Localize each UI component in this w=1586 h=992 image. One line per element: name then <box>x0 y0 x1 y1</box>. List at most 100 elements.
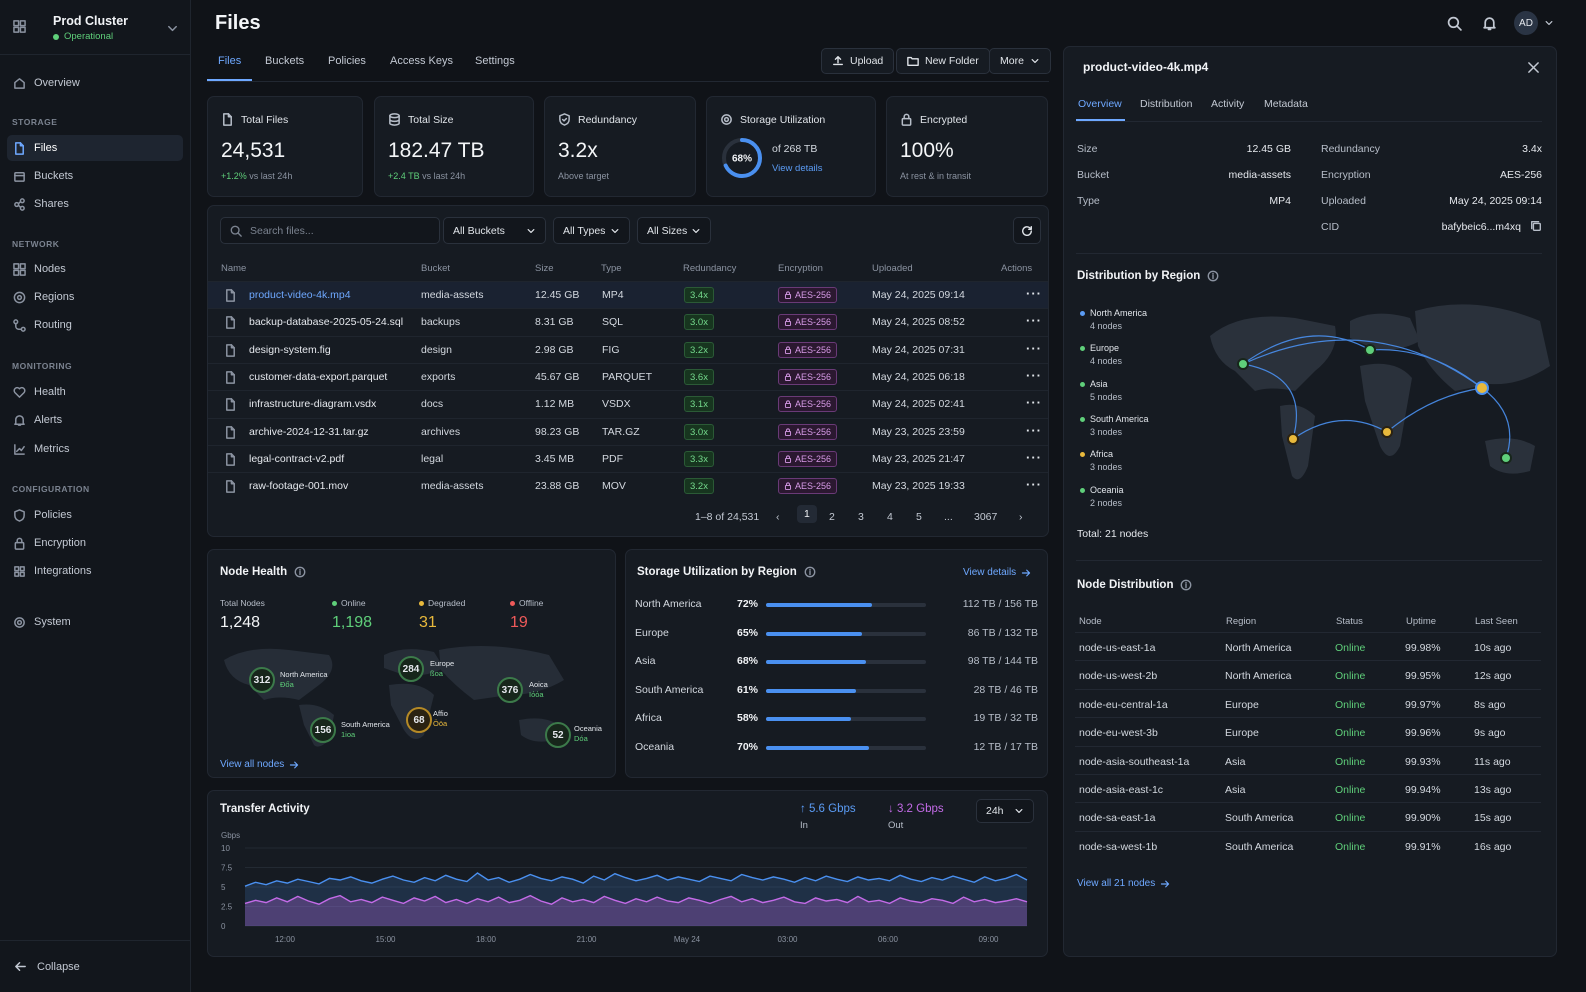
table-row[interactable]: node-eu-central-1a Europe Online 99.97% 8s a… <box>1075 688 1541 717</box>
file-name[interactable]: infrastructure-diagram.vsdx <box>249 398 377 411</box>
sidebar-item-encryption[interactable]: Encryption <box>7 530 183 556</box>
tab-buckets[interactable]: Buckets <box>265 55 305 67</box>
map-node-europe[interactable] <box>1364 344 1376 356</box>
region-node-count[interactable]: 284 <box>398 656 424 682</box>
table-row[interactable]: product-video-4k.mp4 media-assets 12.45 GB… <box>208 281 1048 308</box>
info-icon[interactable] <box>1207 270 1219 282</box>
row-actions-button[interactable]: ··· <box>1026 367 1042 383</box>
page-last[interactable]: 3067 <box>974 511 998 523</box>
notifications-button[interactable] <box>1482 11 1497 35</box>
row-actions-button[interactable]: ··· <box>1026 340 1042 356</box>
sidebar-item-regions[interactable]: Regions <box>7 284 183 310</box>
region-node-count[interactable]: 52 <box>545 722 571 748</box>
col-size[interactable]: Size <box>535 263 554 274</box>
col-type[interactable]: Type <box>601 263 622 274</box>
table-row[interactable]: design-system.fig design 2.98 GB FIG 3.2x AES… <box>208 335 1048 363</box>
map-node-oceania[interactable] <box>1500 452 1512 464</box>
prev-page-button[interactable]: ‹ <box>776 511 780 523</box>
sidebar-item-policies[interactable]: Policies <box>7 502 183 528</box>
sidebar-item-system[interactable]: System <box>7 609 183 635</box>
col-name[interactable]: Name <box>221 263 247 274</box>
new-folder-button[interactable]: New Folder <box>896 48 990 74</box>
info-icon[interactable] <box>804 566 816 578</box>
file-name[interactable]: design-system.fig <box>249 343 331 356</box>
row-actions-button[interactable]: ··· <box>1026 422 1042 438</box>
apps-grid-icon[interactable] <box>13 20 26 33</box>
chevron-down-icon[interactable] <box>166 22 179 35</box>
copy-icon[interactable] <box>1530 220 1542 232</box>
detail-tab-metadata[interactable]: Metadata <box>1264 98 1308 110</box>
detail-tab-activity[interactable]: Activity <box>1211 98 1245 110</box>
detail-tab-distribution[interactable]: Distribution <box>1140 98 1193 110</box>
page-1[interactable]: 1 <box>797 505 817 523</box>
sidebar-item-health[interactable]: Health <box>7 379 183 405</box>
sidebar-item-metrics[interactable]: Metrics <box>7 436 183 462</box>
search-input[interactable]: Search files... <box>220 217 440 244</box>
row-actions-button[interactable]: ··· <box>1026 477 1042 493</box>
table-row[interactable]: backup-database-2025-05-24.sql backups 8.3… <box>208 308 1048 335</box>
region-node-count[interactable]: 68 <box>406 707 432 733</box>
more-button[interactable]: More <box>989 48 1051 74</box>
close-icon[interactable] <box>1527 61 1540 74</box>
tab-access-keys[interactable]: Access Keys <box>390 55 453 67</box>
page-4[interactable]: 4 <box>887 511 893 523</box>
file-name[interactable]: legal-contract-v2.pdf <box>249 452 345 465</box>
table-row[interactable]: node-eu-west-3b Europe Online 99.96% 9s ago <box>1075 717 1541 745</box>
sidebar-item-shares[interactable]: Shares <box>7 191 183 217</box>
page-5[interactable]: 5 <box>916 511 922 523</box>
collapse-button[interactable]: Collapse <box>0 940 191 992</box>
next-page-button[interactable]: › <box>1019 511 1023 523</box>
table-row[interactable]: raw-footage-001.mov media-assets 23.88 GB M… <box>208 472 1048 499</box>
table-row[interactable]: node-asia-southeast-1a Asia Online 99.93% 11… <box>1075 745 1541 774</box>
sidebar-item-routing[interactable]: Routing <box>7 312 183 338</box>
detail-tab-overview[interactable]: Overview <box>1078 98 1122 110</box>
map-node-south-america[interactable] <box>1287 433 1299 445</box>
bucket-filter[interactable]: All Buckets <box>443 217 546 244</box>
tab-policies[interactable]: Policies <box>328 55 366 67</box>
user-menu[interactable]: AD <box>1514 11 1554 35</box>
upload-button[interactable]: Upload <box>821 48 895 74</box>
region-node-count[interactable]: 312 <box>249 667 275 693</box>
info-icon[interactable] <box>294 566 306 578</box>
refresh-button[interactable] <box>1013 217 1041 244</box>
region-node-count[interactable]: 376 <box>497 677 523 703</box>
col-encryption[interactable]: Encryption <box>778 263 823 274</box>
col-redundancy[interactable]: Redundancy <box>683 263 737 274</box>
row-actions-button[interactable]: ··· <box>1026 395 1042 411</box>
cluster-switcher[interactable]: Prod Cluster Operational <box>0 0 191 55</box>
tab-settings[interactable]: Settings <box>475 55 515 67</box>
info-icon[interactable] <box>1180 579 1192 591</box>
file-name[interactable]: product-video-4k.mp4 <box>249 289 351 301</box>
col-uploaded[interactable]: Uploaded <box>872 263 913 274</box>
size-filter[interactable]: All Sizes <box>637 217 711 244</box>
view-details-link[interactable]: View details <box>772 163 823 174</box>
table-row[interactable]: node-sa-east-1a South America Online 99.90%… <box>1075 802 1541 830</box>
tab-files[interactable]: Files <box>207 55 253 81</box>
file-name[interactable]: raw-footage-001.mov <box>249 480 349 493</box>
sidebar-item-overview[interactable]: Overview <box>7 70 183 96</box>
search-button[interactable] <box>1447 11 1462 35</box>
table-row[interactable]: node-sa-west-1b South America Online 99.91%… <box>1075 830 1541 859</box>
view-all-nodes-link[interactable]: View all nodes <box>220 759 299 770</box>
table-row[interactable]: legal-contract-v2.pdf legal 3.45 MB PDF 3.3x… <box>208 444 1048 472</box>
table-row[interactable]: customer-data-export.parquet exports 45.67… <box>208 362 1048 390</box>
row-actions-button[interactable]: ··· <box>1026 449 1042 465</box>
region-node-count[interactable]: 156 <box>310 717 336 743</box>
file-name[interactable]: customer-data-export.parquet <box>249 370 388 383</box>
sidebar-item-buckets[interactable]: Buckets <box>7 163 183 189</box>
table-row[interactable]: archive-2024-12-31.tar.gz archives 98.23 G… <box>208 417 1048 445</box>
time-range-select[interactable]: 24h <box>976 799 1034 823</box>
sidebar-item-integrations[interactable]: Integrations <box>7 558 183 584</box>
table-row[interactable]: node-asia-east-1c Asia Online 99.94% 13s ago <box>1075 774 1541 802</box>
view-all-21-nodes-link[interactable]: View all 21 nodes <box>1077 878 1170 889</box>
file-name[interactable]: backup-database-2025-05-24.sql <box>249 316 404 329</box>
page-2[interactable]: 2 <box>829 511 835 523</box>
sidebar-item-nodes[interactable]: Nodes <box>7 256 183 282</box>
sidebar-item-alerts[interactable]: Alerts <box>7 407 183 433</box>
file-name[interactable]: archive-2024-12-31.tar.gz <box>249 425 369 438</box>
map-node-asia[interactable] <box>1475 381 1489 395</box>
row-actions-button[interactable]: ··· <box>1026 286 1042 301</box>
storage-view-details-link[interactable]: View details <box>963 567 1031 578</box>
row-actions-button[interactable]: ··· <box>1026 313 1042 329</box>
sidebar-item-files[interactable]: Files <box>7 135 183 161</box>
